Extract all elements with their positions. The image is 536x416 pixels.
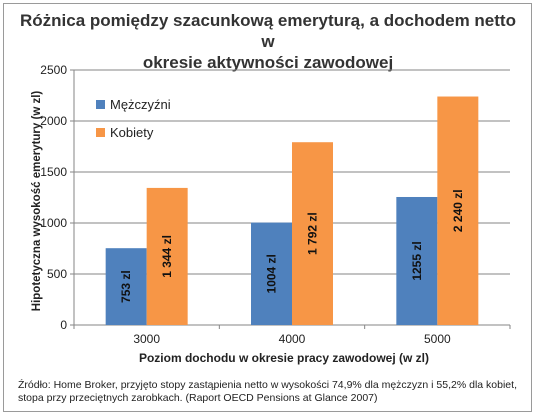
legend: Mężczyźni Kobiety: [96, 97, 171, 140]
chart-title-line-1: Różnica pomiędzy szacunkową emeryturą, a…: [20, 11, 516, 51]
tick-labels: 0 500 1000 1500 2000 2500 3000 4000 5000: [40, 63, 451, 346]
y-tick-label: 1000: [40, 216, 67, 230]
y-tick-label: 0: [60, 318, 67, 332]
bar-mezczyzni-4000: [251, 222, 292, 325]
x-tick-label: 5000: [424, 332, 451, 346]
legend-label: Mężczyźni: [110, 97, 171, 112]
source-note-line-1: Źródło: Home Broker, przyjęto stopy zast…: [18, 379, 517, 391]
chart-title: Różnica pomiędzy szacunkową emeryturą, a…: [20, 10, 516, 73]
bar-kobiety-4000: [292, 142, 333, 325]
bar-kobiety-3000: [146, 187, 188, 325]
bar-value-label: 1255 zl: [410, 241, 424, 280]
source-note-line-2: stopa przy przeciętnych zarobkach. (Rapo…: [18, 392, 378, 404]
bar-value-label: 1004 zl: [265, 254, 279, 293]
bar-value-label: 2 240 zl: [451, 189, 465, 232]
legend-swatch: [96, 100, 105, 109]
y-tick-label: 1500: [40, 165, 67, 179]
y-tick-label: 500: [47, 267, 67, 281]
y-tick-label: 2000: [40, 114, 67, 128]
bar-mezczyzni-3000: [105, 248, 147, 325]
legend-label: Kobiety: [110, 125, 154, 140]
x-axis-label: Poziom dochodu w okresie pracy zawodowej…: [139, 351, 429, 365]
x-tick-label: 3000: [133, 332, 160, 346]
bar-value-label: 753 zl: [119, 270, 133, 303]
bar-kobiety-5000: [437, 96, 479, 326]
y-axis-label: Hipotetyczna wysokość emerytury (w zl): [31, 91, 43, 312]
bar-mezczyzni-5000: [396, 196, 438, 325]
bar-value-label: 1 792 zl: [306, 212, 320, 255]
legend-swatch: [96, 128, 105, 137]
source-note: Źródło: Home Broker, przyjęto stopy zast…: [18, 379, 528, 405]
y-tick-label: 2500: [40, 63, 67, 77]
bars: 753 zl 1 344 zl 1004 zl 1 792 zl 1255 zl 2 24…: [105, 96, 479, 326]
bar-value-label: 1 344 zl: [160, 235, 174, 278]
x-tick-label: 4000: [279, 332, 306, 346]
chart-title-line-2: okresie aktywności zawodowej: [142, 53, 394, 72]
